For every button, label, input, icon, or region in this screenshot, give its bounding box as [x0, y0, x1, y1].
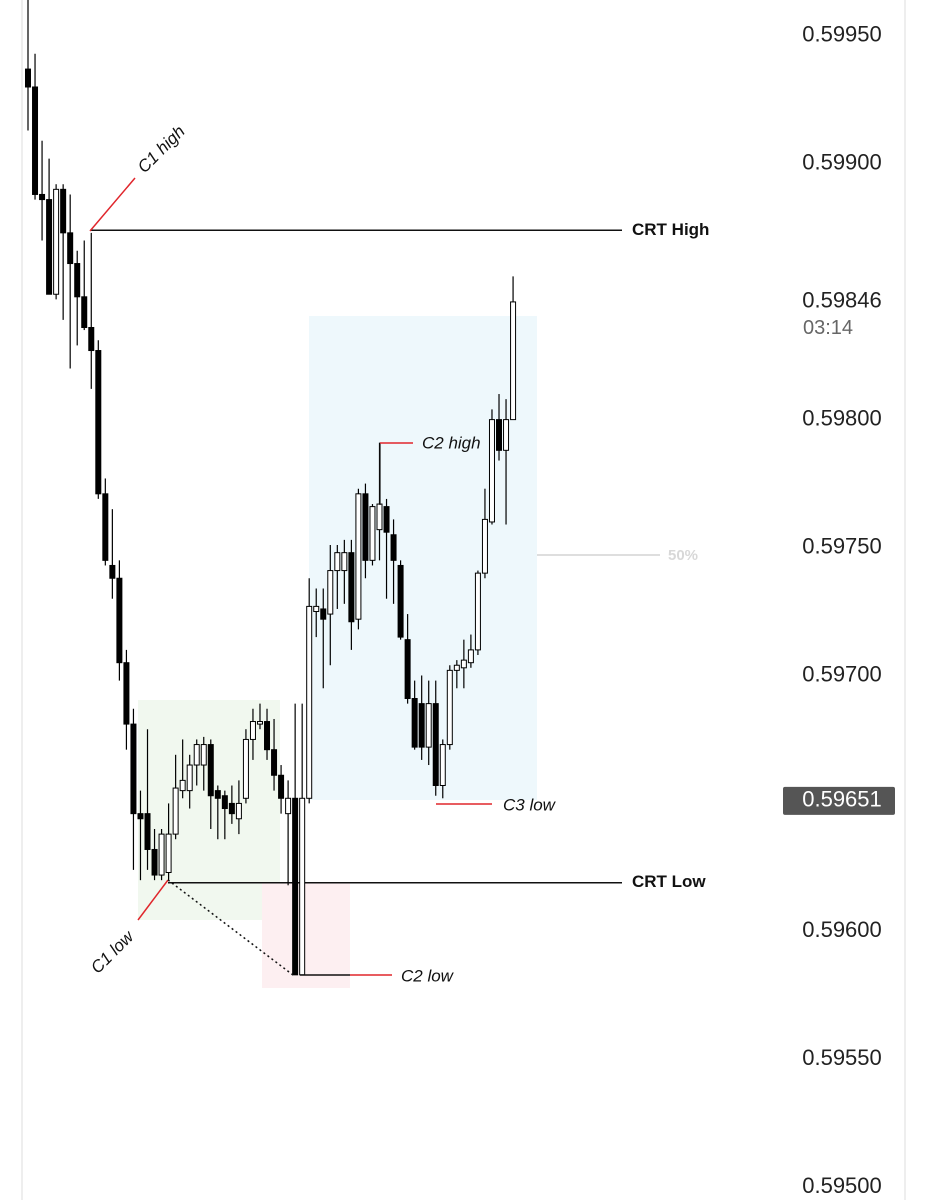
candle-body	[355, 493, 362, 620]
y-tick-label: 0.59550	[802, 1045, 882, 1070]
candle-body	[116, 577, 123, 664]
c3-low-label: C3 low	[503, 795, 557, 814]
candle-body	[123, 662, 130, 725]
c1-high-pointer	[89, 177, 136, 232]
y-tick-label: 0.59500	[802, 1173, 882, 1198]
candle-body	[376, 503, 383, 531]
candle-body	[256, 721, 263, 725]
candle-body	[81, 296, 88, 329]
candle-body	[158, 833, 165, 876]
candle-body	[453, 664, 460, 671]
candle-body	[228, 802, 235, 815]
candle-body	[172, 787, 179, 835]
marked-price-box	[783, 786, 895, 815]
level-label: CRT Low	[632, 872, 706, 891]
fifty-label: 50%	[668, 547, 698, 564]
candle-body	[334, 552, 341, 572]
candle-body	[249, 721, 256, 740]
candle-body	[327, 570, 334, 615]
c1-low-label: C1 low	[87, 926, 138, 977]
y-tick-label: 0.59750	[802, 533, 882, 558]
candle-body	[278, 774, 285, 799]
candle-body	[496, 419, 503, 451]
candle-body	[130, 723, 137, 815]
candle-body	[383, 506, 390, 533]
candle-body	[165, 833, 172, 873]
c1-low-pointer	[137, 879, 169, 921]
candle-body	[390, 534, 397, 561]
candle-body	[39, 193, 46, 201]
c1-high-label: C1 high	[134, 122, 189, 177]
candle-body	[271, 749, 278, 776]
candle-body	[411, 698, 418, 748]
candle-body	[446, 669, 453, 746]
candle-body	[292, 797, 299, 976]
candle-body	[53, 188, 60, 295]
candle-body	[74, 263, 81, 298]
candle-body	[369, 506, 376, 561]
candle-body	[488, 419, 495, 523]
candle-body	[102, 493, 109, 561]
candle-body	[348, 552, 355, 623]
candle-body	[264, 721, 271, 751]
candle-body	[467, 649, 474, 664]
candle-body	[404, 639, 411, 700]
candle-body	[67, 232, 74, 265]
candle-body	[221, 795, 228, 810]
candle-body	[313, 605, 320, 613]
candle-body	[397, 564, 404, 638]
y-tick-label: 0.59700	[802, 661, 882, 686]
y-tick-label: 0.59800	[802, 405, 882, 430]
candle-body	[299, 797, 306, 976]
candle-body	[425, 703, 432, 748]
c2-sweep-box	[262, 882, 350, 988]
y-tick-label: 0.59600	[802, 917, 882, 942]
candle-body	[432, 703, 439, 787]
candle-body	[362, 493, 369, 561]
candle-body	[144, 813, 151, 850]
candle-body	[25, 68, 31, 88]
level-label: CRT High	[632, 220, 709, 239]
candle-body	[306, 605, 313, 799]
candle-body	[207, 744, 214, 797]
candle-body	[193, 744, 200, 766]
candle-body	[460, 659, 467, 669]
candle-body	[235, 802, 242, 820]
candle-body	[137, 813, 144, 820]
candle-body	[481, 518, 488, 574]
sweep-dotted-line	[167, 879, 294, 976]
candle-body	[46, 199, 53, 295]
candle-body	[474, 572, 481, 651]
candle-body	[285, 797, 292, 815]
candle-body	[214, 790, 221, 799]
candle-body	[320, 608, 327, 620]
c2-low-label: C2 low	[401, 966, 455, 985]
marked-price-label: 0.59651	[802, 787, 882, 812]
candle-body	[32, 86, 39, 195]
candle-body	[510, 301, 517, 421]
y-tick-label: 0.59950	[802, 22, 882, 47]
candle-body	[179, 779, 186, 792]
c1-range-box	[138, 700, 280, 920]
candle-body	[109, 564, 116, 579]
candle-body	[60, 188, 67, 234]
candle-body	[418, 703, 425, 748]
candle-body	[503, 419, 510, 451]
candle-body	[88, 327, 95, 352]
candle-body	[242, 738, 249, 799]
candle-body	[151, 848, 158, 876]
candle-body	[95, 350, 102, 495]
y-tick-label: 0.59900	[802, 150, 882, 175]
last-price-label: 0.59846	[802, 288, 882, 313]
candle-body	[200, 744, 207, 766]
candle-body	[186, 764, 193, 792]
candle-body	[341, 552, 348, 572]
candle-body	[439, 744, 446, 787]
countdown-label: 03:14	[803, 317, 853, 339]
c2-high-label: C2 high	[422, 433, 481, 452]
